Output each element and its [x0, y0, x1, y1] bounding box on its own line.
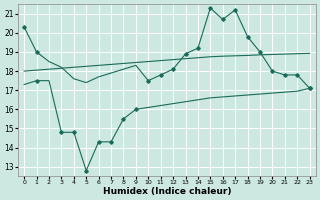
X-axis label: Humidex (Indice chaleur): Humidex (Indice chaleur) [103, 187, 231, 196]
